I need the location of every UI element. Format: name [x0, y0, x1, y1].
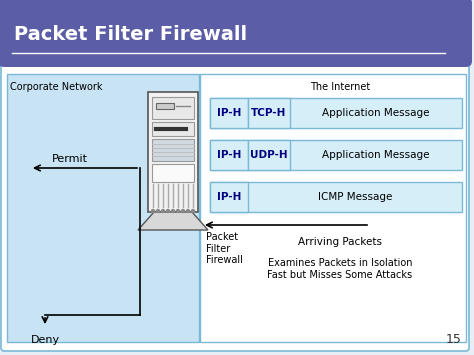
- Text: The Internet: The Internet: [310, 82, 370, 92]
- Text: UDP-H: UDP-H: [250, 150, 288, 160]
- Text: TCP-H: TCP-H: [251, 108, 287, 118]
- Text: Application Message: Application Message: [322, 108, 430, 118]
- Bar: [210, 98, 248, 128]
- Circle shape: [176, 209, 180, 213]
- Bar: [152, 122, 194, 136]
- Bar: [210, 182, 462, 212]
- Text: Packet Filter Firewall: Packet Filter Firewall: [14, 26, 247, 44]
- Text: IP-H: IP-H: [217, 192, 241, 202]
- Circle shape: [191, 209, 194, 213]
- Bar: [156, 103, 174, 109]
- Circle shape: [182, 209, 184, 213]
- Bar: [200, 74, 466, 342]
- Bar: [210, 140, 462, 170]
- Text: ICMP Message: ICMP Message: [318, 192, 392, 202]
- Text: 15: 15: [446, 333, 462, 346]
- Circle shape: [166, 209, 170, 213]
- Text: Deny: Deny: [30, 335, 60, 345]
- Bar: [210, 182, 248, 212]
- Circle shape: [172, 209, 174, 213]
- Bar: [210, 140, 248, 170]
- Text: Corporate Network: Corporate Network: [10, 82, 102, 92]
- Circle shape: [152, 209, 155, 213]
- FancyBboxPatch shape: [1, 59, 469, 351]
- Text: IP-H: IP-H: [217, 150, 241, 160]
- Polygon shape: [138, 212, 208, 230]
- Text: Arriving Packets: Arriving Packets: [298, 237, 382, 247]
- Bar: [210, 98, 462, 128]
- Text: IP-H: IP-H: [217, 108, 241, 118]
- FancyBboxPatch shape: [0, 0, 472, 67]
- Bar: [248, 140, 290, 170]
- Bar: [152, 97, 194, 119]
- Circle shape: [186, 209, 190, 213]
- Bar: [152, 164, 194, 182]
- Bar: [248, 98, 290, 128]
- Circle shape: [156, 209, 159, 213]
- Text: Examines Packets in Isolation
Fast but Misses Some Attacks: Examines Packets in Isolation Fast but M…: [267, 258, 412, 280]
- Bar: [7, 74, 199, 342]
- Bar: [148, 92, 198, 212]
- Text: Packet
Filter
Firewall: Packet Filter Firewall: [206, 232, 243, 265]
- Bar: [152, 139, 194, 161]
- Text: Permit: Permit: [52, 154, 88, 164]
- Circle shape: [162, 209, 164, 213]
- Text: Application Message: Application Message: [322, 150, 430, 160]
